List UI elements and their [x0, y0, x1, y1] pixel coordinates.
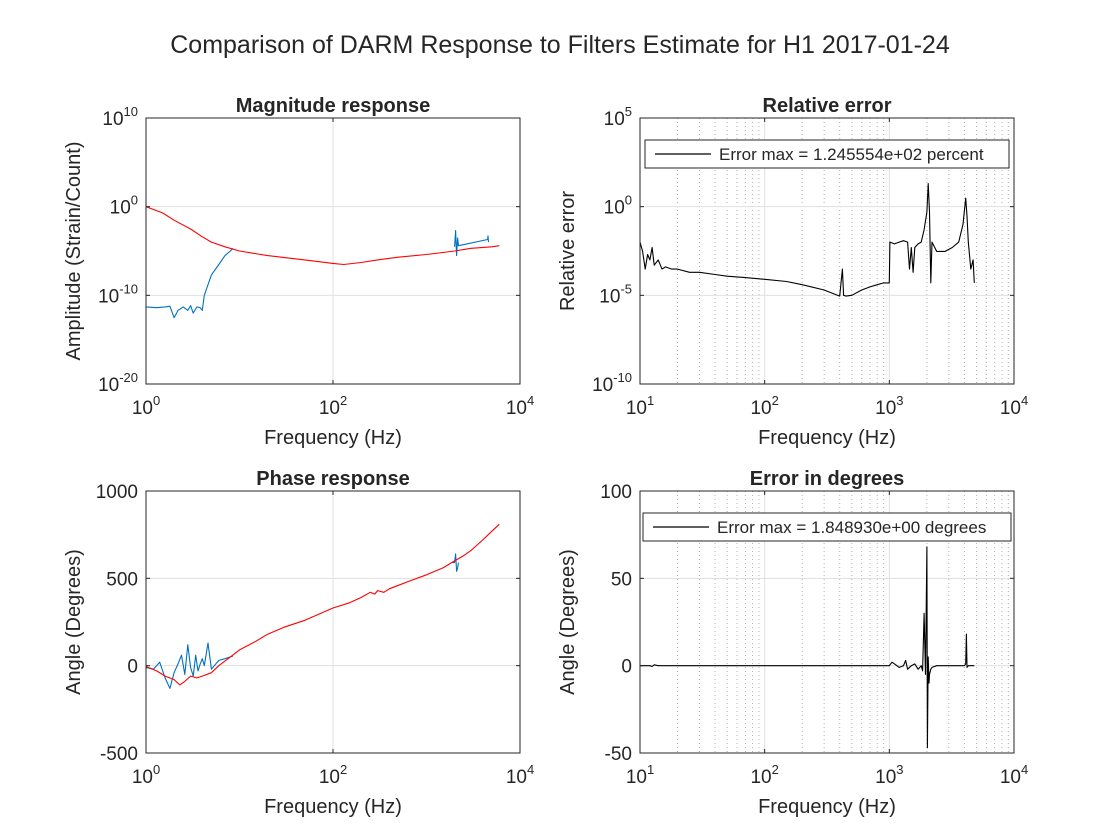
chart1-series-1-line: [146, 247, 234, 319]
chart1-x-tick-label: 102: [319, 393, 347, 419]
chart1-y-tick-label: 100: [110, 193, 138, 219]
chart4-y-tick-label: 100: [600, 482, 632, 503]
chart2-title: Relative error: [763, 95, 892, 117]
chart2-x-axis-label: Frequency (Hz): [758, 427, 896, 449]
chart3-y-tick-label: -500: [100, 744, 138, 765]
chart1-y-tick-label: 10-20: [98, 370, 138, 396]
chart1-x-axis-label: Frequency (Hz): [264, 427, 402, 449]
chart3-y-axis-label: Angle (Degrees): [63, 549, 85, 695]
chart2-y-axis-label: Relative error: [557, 191, 579, 311]
chart3-series-group: [146, 523, 500, 689]
chart1-series-3-line: [146, 206, 500, 266]
chart2-ticks: 101 102 103 104 10-10 10-5 100 105: [592, 104, 1028, 419]
chart2-y-tick-label: 10-10: [592, 370, 632, 396]
chart3-y-tick-label: 1000: [96, 482, 138, 503]
chart4-x-tick-label: 101: [626, 762, 654, 788]
chart1-x-tick-label: 104: [506, 393, 534, 419]
chart2: 101 102 103 104 10-10 10-5 100 105 Relative erro…: [557, 95, 1028, 449]
chart3-x-tick-label: 102: [319, 762, 347, 788]
chart3-title: Phase response: [256, 468, 409, 490]
chart3-ticks: 100 102 104 -500 0 500 1000: [96, 482, 534, 788]
chart3-x-tick-label: 104: [506, 762, 534, 788]
chart4-x-tick-label: 104: [1000, 762, 1028, 788]
chart1-series-2-line: [454, 230, 490, 257]
chart4-y-axis-label: Angle (Degrees): [557, 549, 579, 695]
chart2-x-tick-label: 104: [1000, 393, 1028, 419]
chart2-series-group: [640, 183, 975, 297]
chart2-y-tick-label: 10-5: [599, 281, 632, 307]
chart1-series-group: [146, 206, 500, 319]
chart1-y-tick-label: 1010: [102, 104, 138, 130]
chart1-y-tick-label: 10-10: [98, 281, 138, 307]
chart1-x-tick-label: 100: [132, 393, 160, 419]
chart4-x-axis-label: Frequency (Hz): [758, 796, 896, 818]
chart4-ticks: 101 102 103 104 -50 0 50 100: [600, 482, 1028, 788]
chart4-legend: Error max = 1.848930e+00 degrees: [642, 512, 1012, 542]
chart4: 101 102 103 104 -50 0 50 100 Error in degrees Fre…: [557, 468, 1028, 818]
chart1: 100 102 104 10-20 10-10 100 1010 Magnitude resp…: [63, 95, 534, 449]
chart3-x-tick-label: 100: [132, 762, 160, 788]
chart3-x-axis-label: Frequency (Hz): [264, 796, 402, 818]
chart4-legend-label: Error max = 1.848930e+00 degrees: [717, 518, 986, 537]
chart2-legend: Error max = 1.245554e+02 percent: [644, 139, 1010, 169]
chart3-series-2-line: [452, 553, 460, 572]
chart4-series-1-line: [640, 546, 975, 749]
chart4-y-tick-label: -50: [605, 744, 632, 765]
chart3-series-3-line: [146, 523, 500, 686]
chart1-y-axis-label: Amplitude (Strain/Count): [63, 142, 85, 361]
chart1-major-grid: [145, 117, 521, 385]
chart2-axes-box: [639, 117, 1015, 385]
chart2-legend-label: Error max = 1.245554e+02 percent: [719, 145, 984, 164]
chart2-x-tick-label: 103: [875, 393, 903, 419]
chart4-y-tick-label: 50: [611, 569, 632, 590]
chart2-x-tick-label: 101: [626, 393, 654, 419]
chart3-y-tick-label: 500: [106, 569, 138, 590]
chart3-major-grid: [145, 490, 521, 754]
chart3-y-tick-label: 0: [127, 657, 138, 678]
chart2-x-tick-label: 102: [750, 393, 778, 419]
chart4-title: Error in degrees: [750, 468, 905, 490]
chart1-ticks: 100 102 104 10-20 10-10 100 1010: [98, 104, 534, 419]
chart2-y-tick-label: 100: [604, 193, 632, 219]
chart2-y-tick-label: 105: [604, 104, 632, 130]
chart4-axes-box: [639, 490, 1015, 754]
chart1-title: Magnitude response: [236, 95, 430, 117]
chart3: 100 102 104 -500 0 500 1000 Phase response Frequ…: [63, 468, 534, 818]
chart2-series-1-line: [640, 183, 975, 297]
figure-title: Comparison of DARM Response to Filters E…: [170, 31, 950, 59]
chart4-series-group: [640, 546, 975, 749]
chart3-series-1-line: [146, 642, 234, 689]
chart4-x-tick-label: 103: [875, 762, 903, 788]
chart4-x-tick-label: 102: [750, 762, 778, 788]
chart4-y-tick-label: 0: [621, 657, 632, 678]
